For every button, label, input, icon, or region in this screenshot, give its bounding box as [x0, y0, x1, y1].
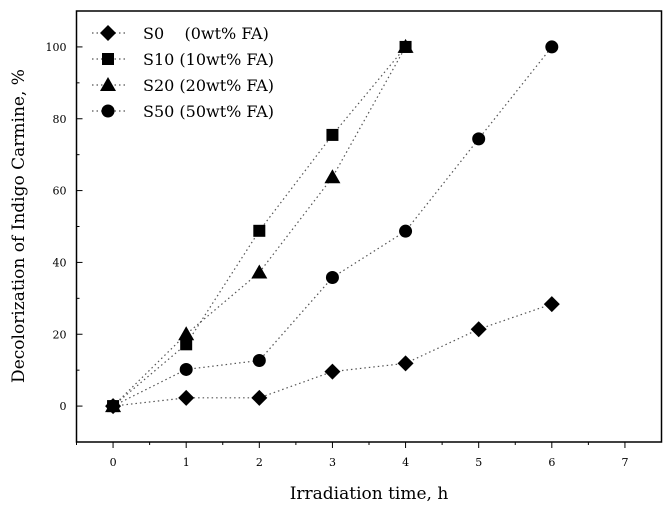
circle-marker [325, 271, 339, 285]
legend-label: S50 (50wt% FA) [143, 102, 274, 121]
y-tick-label: 100 [46, 41, 67, 54]
legend-label: S20 (20wt% FA) [143, 76, 274, 95]
diamond-marker [543, 296, 560, 313]
triangle-marker [251, 264, 268, 279]
y-tick-label: 80 [53, 113, 67, 126]
circle-marker [399, 224, 413, 238]
x-axis-label: Irradiation time, h [290, 484, 449, 504]
x-tick-label: 2 [256, 456, 263, 469]
square-marker [180, 338, 193, 351]
y-tick-label: 20 [53, 328, 67, 341]
circle-marker [252, 353, 266, 367]
x-tick-label: 5 [475, 456, 482, 469]
circle-marker [101, 104, 115, 118]
series-circle [106, 40, 559, 413]
series-line [112, 303, 553, 407]
x-tick-label: 0 [110, 456, 117, 469]
series-diamond [105, 296, 560, 415]
triangle-marker [324, 169, 341, 184]
x-tick-label: 1 [183, 456, 190, 469]
triangle-marker [397, 38, 414, 53]
legend-item: S50 (50wt% FA) [92, 102, 274, 121]
diamond-marker [397, 355, 414, 372]
legend-item: S10 (10wt% FA) [92, 50, 274, 69]
diamond-marker [470, 321, 487, 338]
series-line [112, 46, 553, 407]
diamond-marker [251, 389, 268, 406]
x-tick-label: 6 [548, 456, 555, 469]
y-tick-label: 0 [60, 400, 67, 413]
x-tick-label: 3 [329, 456, 336, 469]
y-axis-label: Decolorization of Indigo Carmine, % [9, 69, 29, 383]
circle-marker [106, 399, 120, 413]
square-marker [253, 224, 266, 237]
diamond-marker [178, 389, 195, 406]
x-tick-label: 4 [402, 456, 409, 469]
triangle-marker [100, 77, 116, 91]
circle-marker [179, 362, 193, 376]
diamond-marker [100, 25, 116, 41]
square-marker [102, 53, 114, 65]
circle-marker [545, 40, 559, 54]
circle-marker [472, 132, 486, 146]
y-tick-label: 40 [53, 256, 67, 269]
legend-label: S10 (10wt% FA) [143, 50, 274, 69]
legend-label: S0 (0wt% FA) [143, 24, 269, 43]
x-tick-label: 7 [621, 456, 628, 469]
legend-item: S20 (20wt% FA) [92, 76, 274, 95]
square-marker [326, 128, 339, 141]
triangle-marker [178, 326, 195, 341]
legend-item: S0 (0wt% FA) [92, 24, 269, 43]
y-tick-label: 60 [53, 185, 67, 198]
diamond-marker [324, 363, 341, 380]
